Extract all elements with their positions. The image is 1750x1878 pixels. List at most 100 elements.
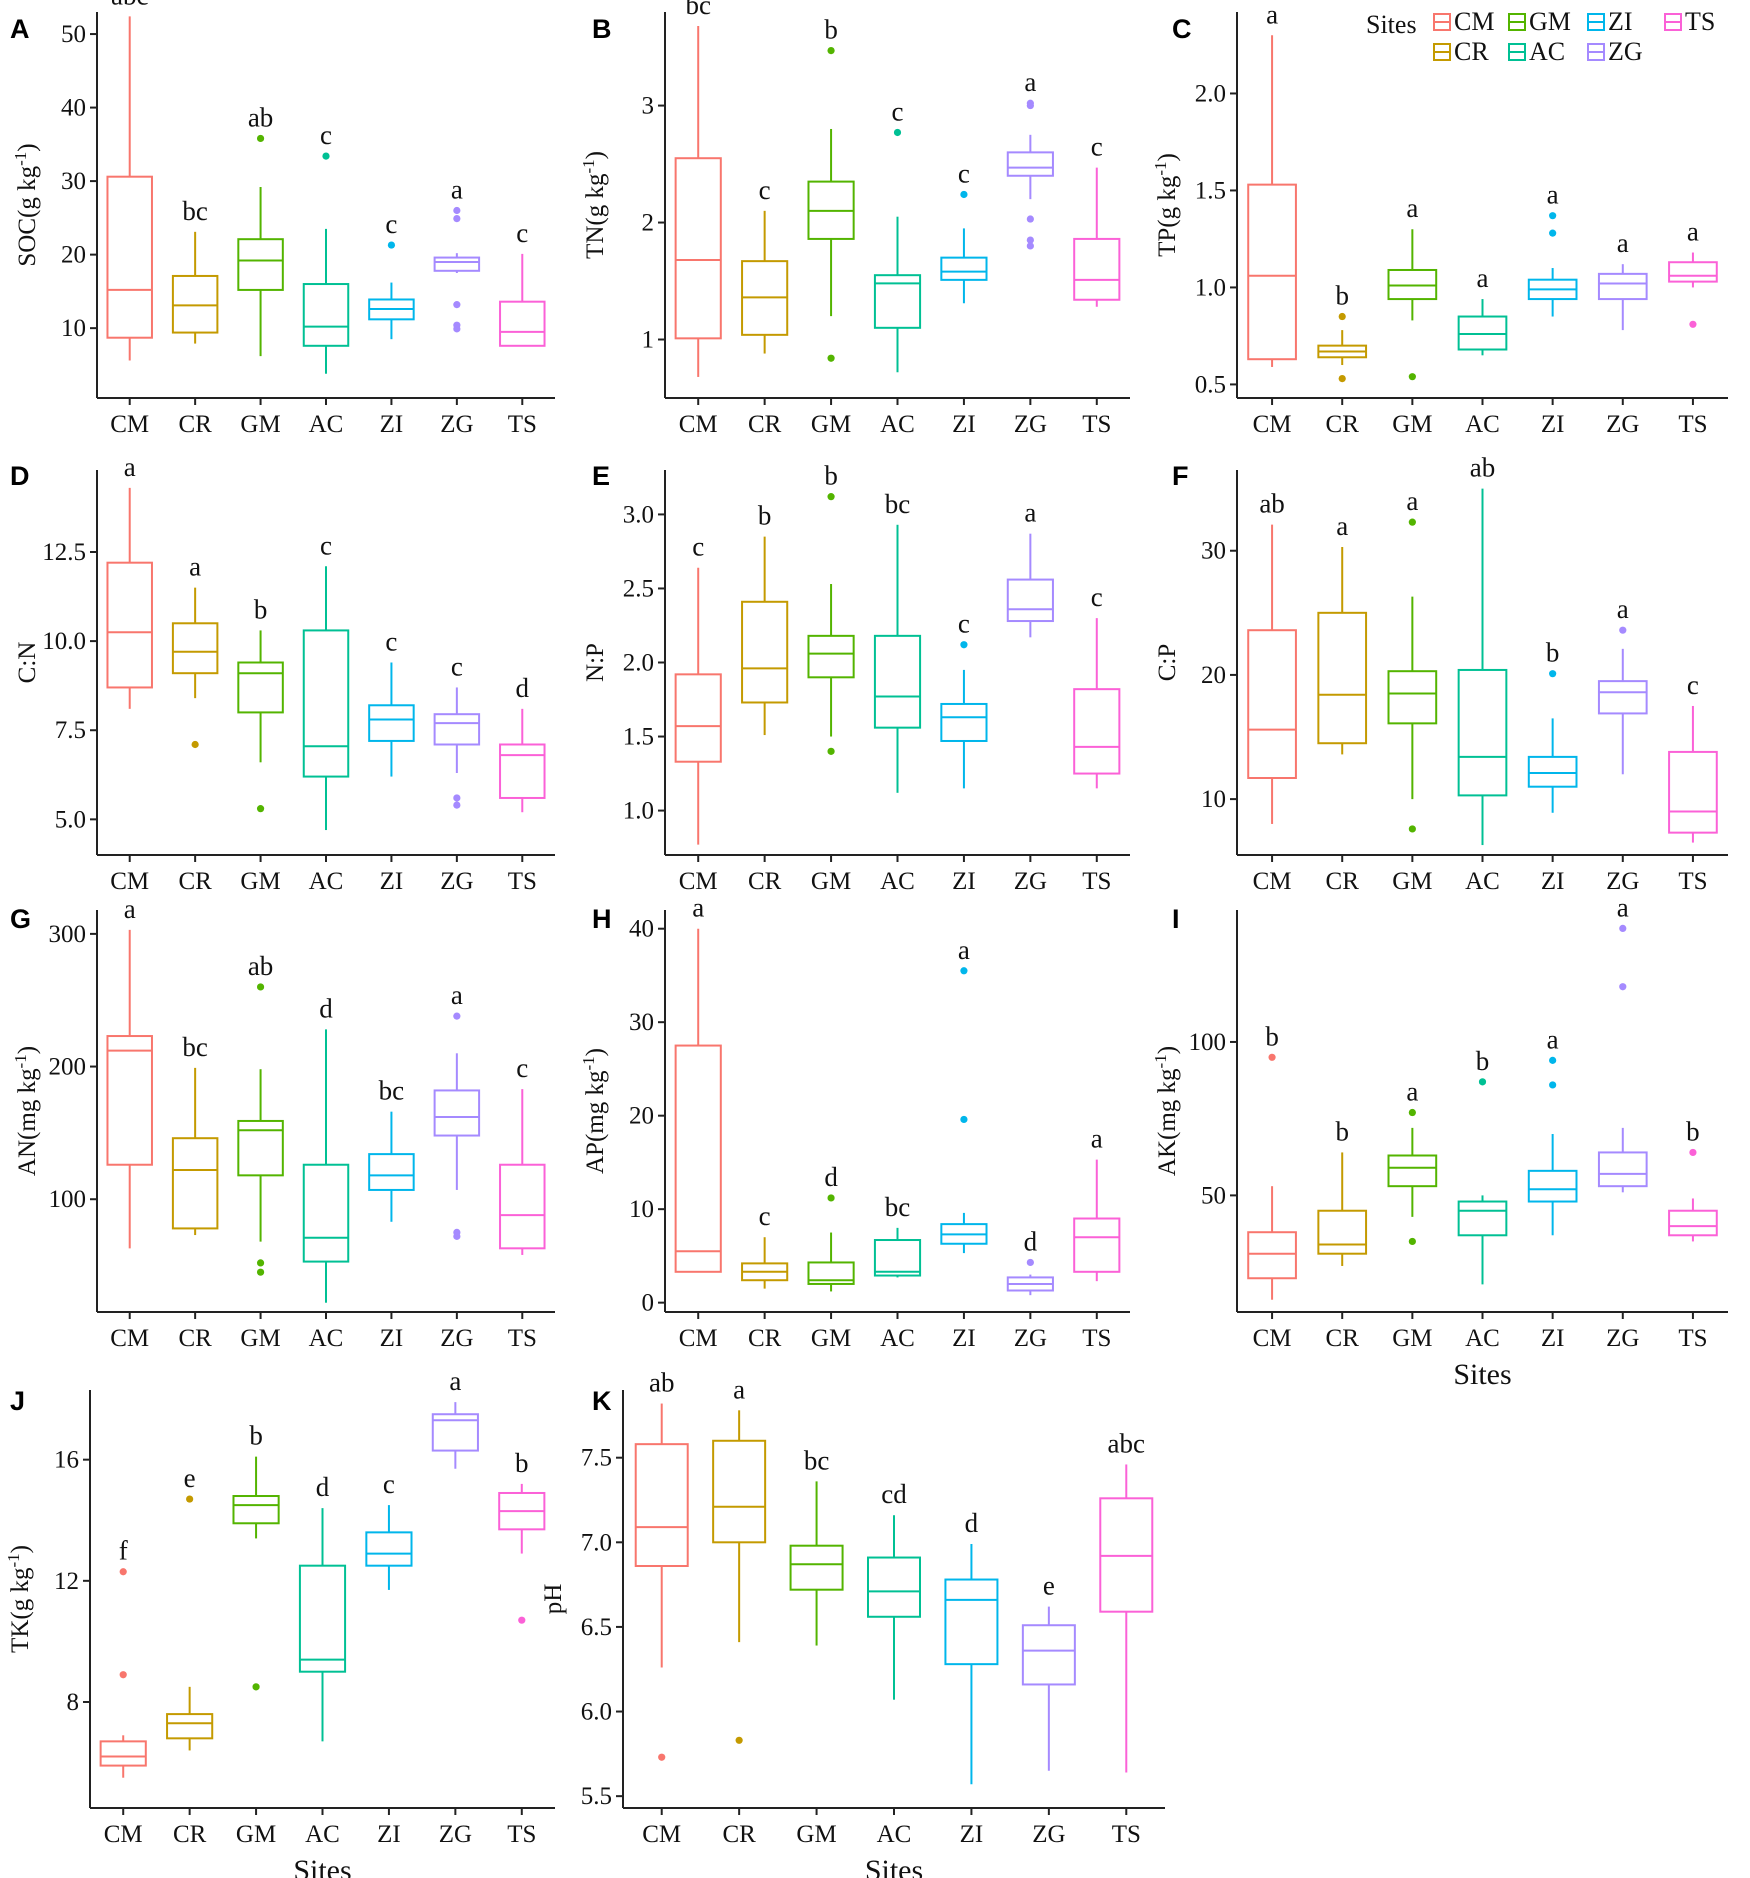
box-cr: bc	[171, 1032, 219, 1236]
box-cr: bc	[171, 196, 219, 344]
y-tick-label: 2.5	[623, 575, 654, 602]
box-iqr	[1247, 1231, 1297, 1280]
box-ts: c	[499, 218, 546, 347]
significance-letter: d	[516, 673, 530, 703]
significance-letter: a	[124, 894, 136, 924]
box-iqr	[368, 704, 415, 742]
box-ts: c	[499, 1053, 546, 1255]
x-tick-label: TS	[1082, 1325, 1111, 1352]
outlier-point	[1408, 825, 1416, 833]
significance-letter: c	[692, 532, 704, 562]
y-tick-label: 16	[54, 1447, 79, 1474]
significance-letter: c	[1091, 132, 1103, 162]
x-tick-label: AC	[309, 1325, 344, 1352]
box-iqr	[1668, 750, 1718, 834]
y-axis-label: TP(g kg-1)	[1151, 153, 1181, 257]
outlier-point	[1689, 1148, 1697, 1157]
outlier-point	[518, 1616, 526, 1624]
box-iqr	[1527, 755, 1578, 788]
box-iqr	[807, 634, 855, 679]
box-zg: a	[433, 175, 481, 333]
x-tick-label: GM	[240, 868, 280, 895]
outlier-point	[256, 1259, 265, 1267]
box-iqr	[171, 1137, 219, 1230]
panel-d: D 5.0 7.5 10.0 12.5 CM CR GM AC ZI ZG TS C:N a a b c c c d	[10, 452, 555, 895]
box-iqr	[1073, 1217, 1121, 1273]
x-tick-label: ZG	[439, 1821, 472, 1848]
significance-letter: d	[824, 1162, 838, 1192]
box-iqr	[302, 629, 350, 778]
x-tick-label: CM	[110, 411, 149, 438]
y-tick-label: 50	[61, 21, 86, 48]
panel-f: F 10 20 30 CM CR GM AC ZI ZG TS C:P ab a a ab b a c	[1154, 453, 1728, 895]
significance-letter: a	[1406, 486, 1418, 516]
y-axis-label: C:P	[1154, 644, 1181, 682]
x-tick-label: TS	[508, 868, 537, 895]
box-zg: a	[433, 980, 481, 1240]
outlier-point	[1268, 1053, 1276, 1061]
significance-letter: e	[184, 1463, 196, 1493]
x-tick-label: GM	[240, 1325, 280, 1352]
x-tick-label: TS	[1082, 411, 1111, 438]
significance-letter: a	[1406, 193, 1418, 223]
outlier-point	[1408, 1108, 1416, 1117]
outlier-point	[658, 1753, 666, 1761]
box-ac: a	[1457, 263, 1508, 356]
panel-label: C	[1172, 14, 1192, 44]
outlier-point	[960, 1115, 968, 1124]
x-tick-label: ZG	[440, 868, 473, 895]
box-ts: b	[498, 1448, 546, 1624]
significance-letter: bc	[685, 0, 711, 20]
box-cm: abc	[106, 0, 153, 361]
outlier-point	[1408, 1237, 1416, 1246]
panel-e: E 1.0 1.5 2.0 2.5 3.0 CM CR GM AC ZI ZG TS N:P c b b bc c a…	[582, 461, 1130, 895]
significance-letter: f	[119, 1536, 128, 1566]
y-tick-label: 7.5	[581, 1445, 612, 1472]
legend-label: ZI	[1608, 7, 1633, 36]
significance-letter: a	[1024, 498, 1036, 528]
box-iqr	[1317, 611, 1368, 745]
x-axis-title: Sites	[865, 1854, 923, 1878]
box-zi: c	[368, 627, 415, 777]
box-gm: bc	[789, 1445, 844, 1646]
y-tick-label: 6.5	[581, 1614, 612, 1641]
box-cr: c	[741, 175, 789, 354]
x-tick-label: TS	[1678, 411, 1707, 438]
x-tick-label: CM	[642, 1821, 681, 1848]
x-tick-label: ZG	[1014, 868, 1047, 895]
outlier-point	[1549, 1056, 1557, 1064]
significance-letter: a	[1406, 1077, 1418, 1107]
significance-letter: a	[1336, 511, 1348, 541]
box-cr: c	[741, 1201, 789, 1289]
x-tick-label: CR	[1326, 411, 1360, 438]
x-tick-label: ZG	[1032, 1821, 1065, 1848]
legend: Sites CM GM ZI TS CR AC ZG	[1366, 7, 1715, 66]
box-zg: a	[1597, 892, 1648, 1193]
x-tick-label: CM	[1253, 1325, 1292, 1352]
x-tick-label: GM	[240, 411, 280, 438]
x-tick-label: AC	[880, 1325, 915, 1352]
x-tick-label: CM	[110, 1325, 149, 1352]
box-iqr	[171, 274, 219, 334]
box-cr: a	[712, 1374, 767, 1744]
panel-j: J 8 12 16 CM CR GM AC ZI ZG TS TK(g kg-1) Sites f e b d c…	[4, 1366, 555, 1878]
x-tick-label: GM	[811, 1325, 851, 1352]
outlier-point	[256, 1268, 265, 1276]
significance-letter: a	[1477, 263, 1489, 293]
significance-letter: bc	[182, 1032, 208, 1062]
box-ts: b	[1668, 1116, 1718, 1242]
x-tick-label: CM	[679, 1325, 718, 1352]
y-tick-label: 1.0	[623, 798, 654, 825]
outlier-point	[1549, 229, 1557, 237]
y-tick-label: 20	[61, 242, 86, 269]
y-tick-label: 0.5	[1195, 371, 1226, 398]
x-tick-label: ZG	[440, 1325, 473, 1352]
y-axis-label: N:P	[582, 643, 609, 682]
panel-h: H 0 10 20 30 40 CM CR GM AC ZI ZG TS AP(mg kg-1) a c d bc…	[579, 893, 1130, 1352]
box-ac: c	[302, 530, 350, 831]
significance-letter: a	[958, 935, 970, 965]
y-tick-label: 0	[642, 1290, 655, 1317]
box-cm: f	[99, 1536, 147, 1778]
